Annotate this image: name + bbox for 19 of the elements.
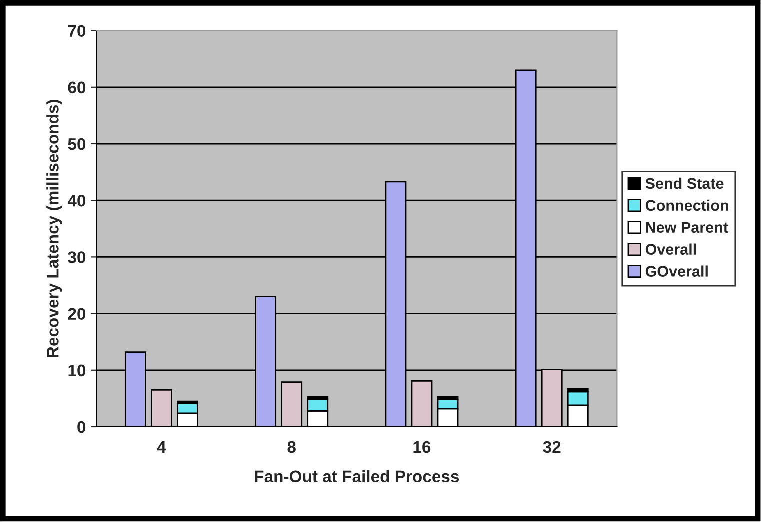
y-tick-label: 60 bbox=[68, 82, 86, 94]
y-tick-label: 0 bbox=[78, 421, 86, 434]
y-tick-label: 40 bbox=[68, 195, 86, 207]
y-tick-label: 20 bbox=[68, 308, 86, 320]
x-axis-title: Fan-Out at Failed Process bbox=[255, 470, 460, 483]
y-tick-label: 10 bbox=[68, 364, 86, 377]
x-tick-label: 8 bbox=[288, 441, 296, 454]
legend-label: GOverall bbox=[646, 266, 708, 277]
legend-label: New Parent bbox=[646, 222, 728, 234]
legend-label: Send State bbox=[646, 178, 724, 190]
y-tick-label: 70 bbox=[68, 25, 86, 37]
x-tick-label: 4 bbox=[157, 441, 166, 453]
y-axis-title: Recovery Latency (milliseconds) bbox=[46, 100, 62, 358]
legend-label: Connection bbox=[646, 200, 728, 212]
y-tick-label: 30 bbox=[68, 252, 86, 264]
legend-label: Overall bbox=[646, 244, 696, 255]
y-tick-label: 50 bbox=[68, 138, 86, 150]
x-tick-label: 32 bbox=[543, 441, 561, 454]
x-tick-label: 16 bbox=[414, 441, 431, 454]
